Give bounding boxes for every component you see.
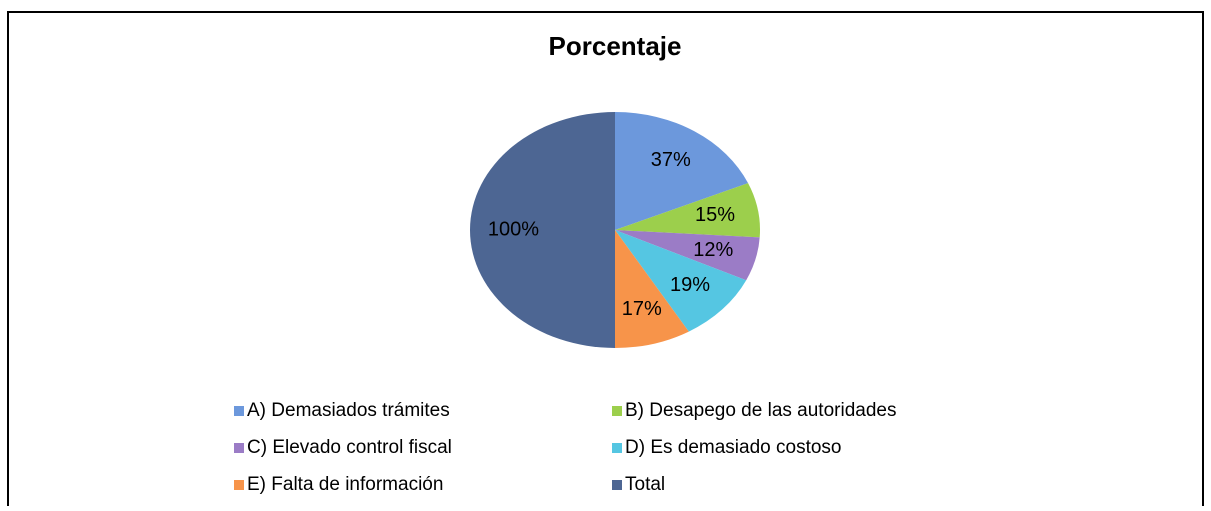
data-label: 12% — [693, 239, 733, 261]
legend-swatch — [612, 443, 622, 453]
data-label: 17% — [622, 298, 662, 320]
legend-swatch — [234, 480, 244, 490]
legend-label: B) Desapego de las autoridades — [625, 400, 896, 421]
pie-slice — [615, 183, 760, 238]
legend-label: A) Demasiados trámites — [247, 400, 450, 421]
legend-label: C) Elevado control fiscal — [247, 437, 452, 458]
legend-swatch — [612, 480, 622, 490]
frame — [7, 11, 1204, 506]
data-label: 15% — [695, 204, 735, 226]
data-label: 37% — [651, 149, 691, 171]
pie-slice — [615, 230, 760, 281]
legend-swatch — [234, 443, 244, 453]
legend-label: Total — [625, 474, 665, 495]
legend-label: E) Falta de información — [247, 474, 443, 495]
pie-slice — [615, 230, 747, 332]
legend-swatch — [234, 406, 244, 416]
data-label: 19% — [670, 274, 710, 296]
data-label: 100% — [488, 218, 539, 240]
pie-slice — [615, 230, 689, 348]
legend-label: D) Es demasiado costoso — [625, 437, 842, 458]
chart-title: Porcentaje — [549, 31, 682, 61]
pie-slice — [470, 112, 615, 348]
pie-slice — [615, 112, 749, 230]
legend-swatch — [612, 406, 622, 416]
